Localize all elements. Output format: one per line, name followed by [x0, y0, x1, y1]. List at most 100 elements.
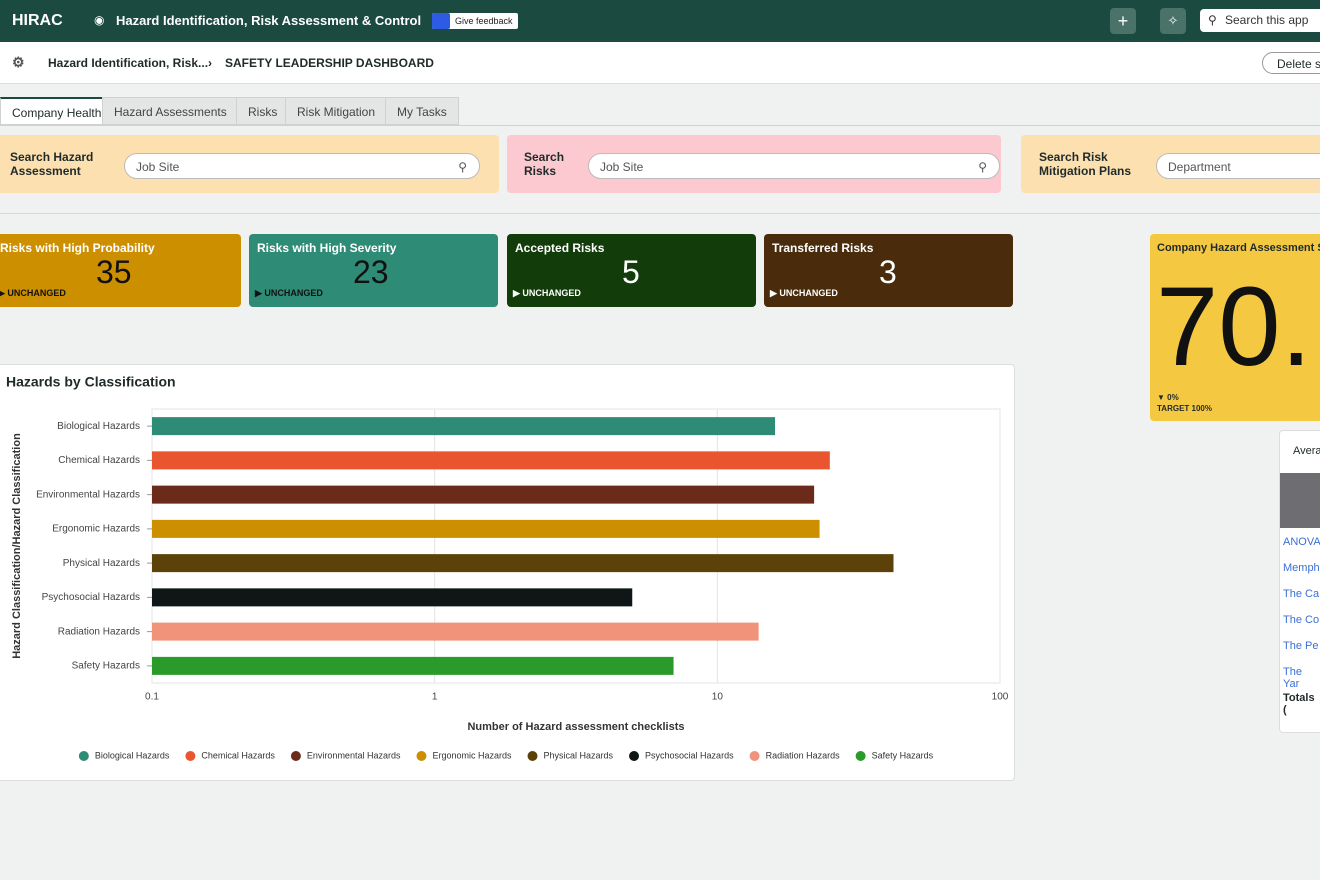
y-tick-label: Psychosocial Hazards [42, 592, 140, 603]
table-row[interactable]: The Ca [1283, 588, 1320, 600]
search-icon: ⚲ [978, 160, 987, 174]
search-box[interactable]: ⚲ Search this app [1200, 9, 1320, 32]
input-placeholder: Job Site [136, 160, 180, 174]
kpi-card: Accepted Risks 5 ▶ UNCHANGED [507, 234, 756, 307]
breadcrumb-bar: ⚙ Hazard Identification, Risk... › SAFET… [0, 42, 1320, 84]
bar [152, 554, 894, 573]
feedback-label: Give feedback [455, 16, 513, 26]
kpi-title: Transferred Risks [772, 241, 874, 255]
search-panel: Search Hazard Assessment Job Site ⚲ [0, 135, 499, 193]
delete-button[interactable]: Delete sa [1262, 52, 1320, 74]
score-change: ▼ 0% [1157, 393, 1179, 402]
panel-label: Search Risks [524, 150, 565, 178]
breadcrumb-parent[interactable]: Hazard Identification, Risk... [48, 56, 209, 70]
y-tick-label: Ergonomic Hazards [52, 524, 140, 535]
x-axis-title: Number of Hazard assessment checklists [467, 721, 684, 733]
settings-icon[interactable]: ⚙ [12, 54, 25, 70]
tab[interactable]: Company Health [0, 97, 114, 125]
kpi-title: Risks with High Severity [257, 241, 397, 255]
app-name[interactable]: HIRAC [12, 12, 63, 29]
table-header [1280, 473, 1320, 528]
kpi-value: 3 [879, 254, 897, 290]
feedback-icon [432, 13, 450, 29]
breadcrumb-current: SAFETY LEADERSHIP DASHBOARD [225, 56, 434, 70]
score-card: Company Hazard Assessment S 70. ▼ 0% TAR… [1150, 234, 1320, 421]
top-bar: HIRAC ◉ Hazard Identification, Risk Asse… [0, 0, 1320, 42]
table-row[interactable]: ANOVA [1283, 536, 1320, 548]
tab[interactable]: Hazard Assessments [102, 97, 239, 125]
table-row[interactable]: Memph [1283, 562, 1320, 574]
table-totals: Totals ( [1283, 692, 1315, 716]
assistant-button[interactable]: ✧ [1160, 8, 1186, 34]
panel-label: Search Hazard Assessment [10, 150, 94, 178]
legend-swatch [78, 751, 89, 761]
add-button[interactable]: + [1110, 8, 1136, 34]
kpi-card: Risks with High Probability 35 ▶ UNCHANG… [0, 234, 241, 307]
legend-label: Chemical Hazards [201, 750, 275, 760]
x-tick-label: 1 [432, 692, 438, 703]
x-tick-label: 10 [712, 692, 724, 703]
score-change-text: 0% [1167, 393, 1179, 402]
y-tick-label: Radiation Hazards [58, 626, 140, 637]
app-title: Hazard Identification, Risk Assessment &… [116, 13, 422, 28]
search-panel: Search Risk Mitigation Plans Department [1021, 135, 1320, 193]
bar [152, 485, 815, 504]
y-axis-title: Hazard Classification/Hazard Classificat… [11, 433, 23, 659]
eye-icon: ◉ [94, 13, 105, 27]
kpi-status-text: UNCHANGED [7, 288, 66, 298]
kpi-card: Risks with High Severity 23 ▶ UNCHANGED [249, 234, 498, 307]
legend-label: Psychosocial Hazards [645, 750, 734, 760]
legend-label: Physical Hazards [544, 750, 614, 760]
search-panel: Search Risks Job Site ⚲ [507, 135, 1001, 193]
search-icon: ⚲ [458, 160, 467, 174]
kpi-status: ▶ UNCHANGED [770, 288, 838, 298]
table-row[interactable]: The Pe [1283, 640, 1319, 652]
search-icon: ⚲ [1208, 13, 1217, 27]
search-input[interactable]: Department [1156, 153, 1320, 179]
x-tick-label: 0.1 [145, 692, 159, 703]
x-tick-label: 100 [992, 692, 1009, 703]
kpi-status: ▶ UNCHANGED [0, 288, 66, 298]
tab[interactable]: My Tasks [385, 97, 459, 125]
legend-swatch [290, 751, 301, 761]
legend-label: Environmental Hazards [307, 750, 401, 760]
kpi-title: Risks with High Probability [0, 241, 155, 255]
tab[interactable]: Risks [236, 97, 290, 125]
chart: Hazards by Classification Hazard Classif… [6, 374, 1009, 761]
kpi-value: 35 [96, 254, 132, 290]
kpi-value: 5 [622, 254, 640, 290]
table-row[interactable]: The Co [1283, 614, 1320, 626]
kpi-status: ▶ UNCHANGED [513, 288, 581, 298]
legend-label: Radiation Hazards [766, 750, 841, 760]
legend-swatch [527, 751, 538, 761]
search-input[interactable]: Job Site ⚲ [124, 153, 480, 179]
bar [152, 656, 674, 675]
chart-title: Hazards by Classification [6, 374, 176, 390]
tab[interactable]: Risk Mitigation [285, 97, 388, 125]
plot-frame [151, 408, 1001, 684]
table-row[interactable]: The Yar [1283, 666, 1302, 690]
table-title: Avera [1293, 445, 1320, 457]
section-rule [0, 213, 1320, 214]
tab-rule [0, 125, 1320, 126]
kpi-status: ▶ UNCHANGED [255, 288, 323, 298]
input-placeholder: Department [1168, 160, 1231, 174]
score-title: Company Hazard Assessment S [1157, 242, 1320, 254]
feedback-button[interactable]: Give feedback [432, 13, 518, 29]
legend-swatch [749, 751, 760, 761]
legend-swatch [629, 751, 640, 761]
legend-label: Biological Hazards [95, 750, 170, 760]
kpi-value: 23 [353, 254, 389, 290]
search-placeholder: Search this app [1225, 13, 1309, 27]
kpi-status-text: UNCHANGED [779, 288, 838, 298]
panel-label: Search Risk Mitigation Plans [1039, 150, 1132, 178]
score-value: 70. [1156, 264, 1312, 389]
y-tick-label: Biological Hazards [57, 421, 140, 432]
bar [152, 451, 830, 470]
y-tick-label: Safety Hazards [72, 661, 140, 672]
table-card: Avera [1279, 430, 1320, 733]
search-input[interactable]: Job Site ⚲ [588, 153, 1000, 179]
breadcrumb-separator: › [208, 56, 212, 70]
legend-label: Safety Hazards [872, 750, 934, 760]
